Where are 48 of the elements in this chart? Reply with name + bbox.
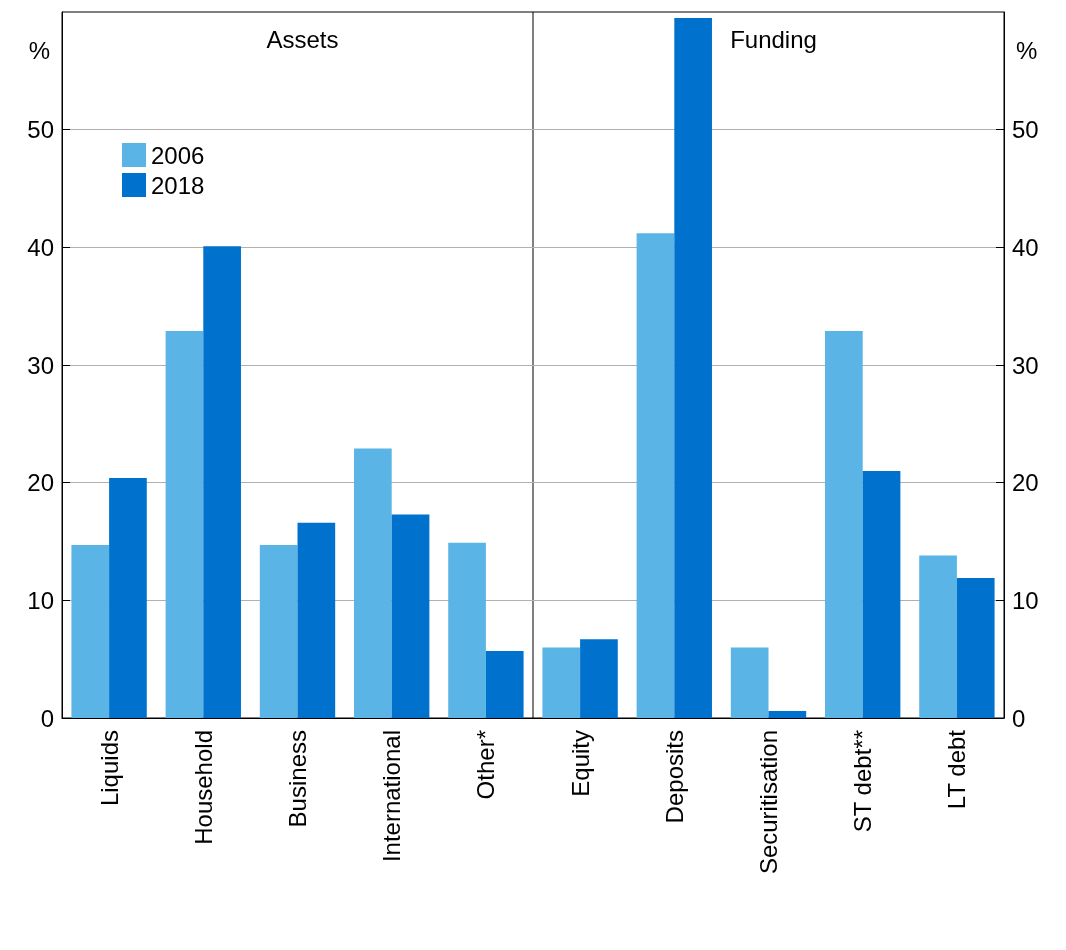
bar [71,545,110,718]
bar [259,545,298,718]
legend-label: 2006 [151,141,205,169]
bar [448,542,486,718]
y-tick-label: 20 [27,469,54,497]
y-tick-label: 20 [1012,469,1039,497]
bar [636,233,675,718]
x-tick-label: Deposits [660,730,688,824]
bar [297,522,336,718]
bar [354,448,392,718]
y-tick-label: 30 [1012,351,1039,379]
text: Assets [266,25,339,53]
x-tick-label: Business [284,730,311,828]
bar [862,470,901,718]
y-tick-label: 0 [40,704,54,732]
y-tick-label: 40 [1012,233,1039,261]
y-tick-label: 0 [1012,704,1026,732]
legend-label: 2018 [151,171,205,199]
bar [485,650,524,718]
y-tick-label: 10 [1012,586,1039,614]
y-tick-label: 10 [27,586,54,614]
y-axis-title: % [1016,36,1038,64]
bar [730,647,769,718]
x-tick-label: Securitisation [755,730,782,875]
bar [165,330,204,718]
bar [956,577,995,718]
bar [825,330,863,718]
x-tick-label: Liquids [95,730,123,807]
bar [109,477,147,718]
bar [391,514,430,718]
y-axis-title: % [28,36,50,64]
y-tick-label: 50 [27,116,54,144]
bar [768,710,807,718]
x-tick-label: International [378,730,406,863]
x-tick-label: Equity [566,730,594,797]
x-tick-label: LT debt [943,729,971,810]
y-tick-label: 40 [27,233,54,261]
bar [919,555,957,718]
bar [203,246,241,718]
text: Funding [730,25,817,53]
x-tick-label: ST debt** [849,730,877,833]
x-tick-label: Other* [472,730,500,800]
y-tick-label: 30 [27,351,54,379]
x-tick-label: Household [189,730,217,845]
y-tick-label: 50 [1012,116,1039,144]
bar [542,647,581,718]
bar [674,17,712,718]
bar [580,639,618,718]
